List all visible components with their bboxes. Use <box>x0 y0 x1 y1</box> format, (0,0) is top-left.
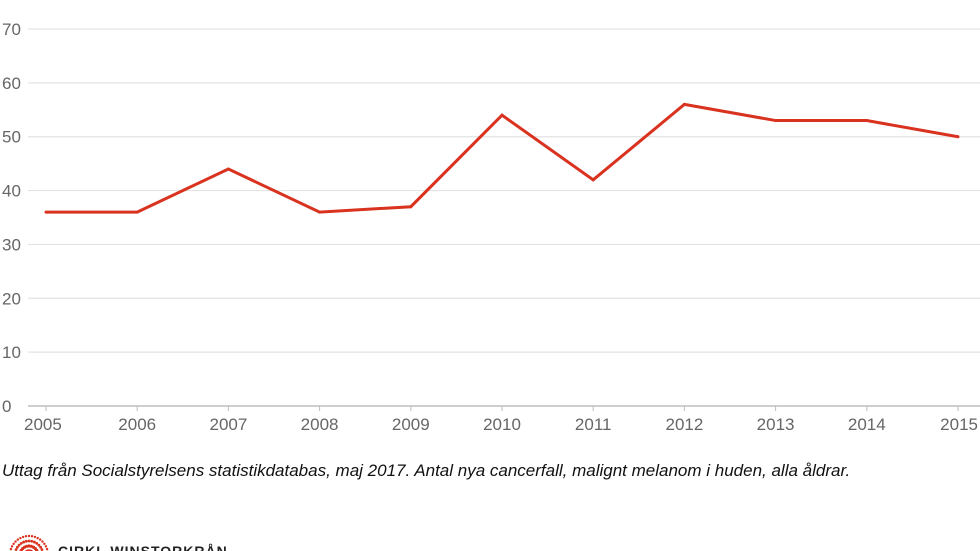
logo-dot <box>37 543 41 547</box>
x-tick-label: 2010 <box>483 415 521 434</box>
y-tick-label: 20 <box>2 289 21 308</box>
logo-dot <box>35 548 39 551</box>
logo-dot <box>39 545 43 549</box>
x-tick-label: 2014 <box>848 415 886 434</box>
logo-dot <box>32 540 36 544</box>
gridlines <box>28 28 980 407</box>
x-tick-label: 2008 <box>301 415 339 434</box>
logo-dot <box>15 545 19 549</box>
data-point <box>865 119 869 123</box>
logo-dot <box>45 547 49 551</box>
data-point <box>318 210 322 214</box>
logo-dot <box>14 548 18 551</box>
logo-dot <box>19 541 23 545</box>
logo-dot <box>27 534 31 538</box>
logo-dot <box>22 540 26 544</box>
logo-dot <box>14 540 17 543</box>
data-point <box>44 210 48 214</box>
x-axis-ticks: 2005 2006 2007 2008 2009 2010 2011 2012 2013 2014… <box>24 406 978 434</box>
logo-text: CIRKL WINSTORKRÅN <box>58 543 228 551</box>
series-line <box>46 102 959 214</box>
data-point <box>500 113 504 117</box>
logo-dot <box>36 536 39 540</box>
logo-dot <box>27 544 31 548</box>
logo-dot <box>27 539 31 543</box>
logo-dot <box>35 541 39 545</box>
y-tick-label: 0 <box>2 397 11 416</box>
logo-dot <box>40 548 44 551</box>
logo-dot <box>33 535 37 539</box>
y-tick-label: 60 <box>2 74 21 93</box>
logo-dot <box>30 539 34 543</box>
logo-dot <box>24 539 28 543</box>
logo-dot <box>41 540 44 543</box>
data-point <box>956 135 960 139</box>
y-tick-label: 30 <box>2 235 21 254</box>
data-point <box>774 119 778 123</box>
x-tick-label: 2007 <box>209 415 247 434</box>
data-point <box>591 178 595 182</box>
y-axis-ticks: 0 10 20 30 40 50 60 70 <box>2 20 21 416</box>
logo-dot <box>16 538 20 541</box>
chart-caption: Uttag från Socialstyrelsens statistikdat… <box>2 461 851 480</box>
logo-dot <box>38 538 42 541</box>
x-tick-label: 2013 <box>757 415 795 434</box>
x-tick-label: 2015 <box>940 415 978 434</box>
logo-dot <box>30 535 34 538</box>
logo-dot <box>9 547 13 551</box>
x-tick-label: 2005 <box>24 415 62 434</box>
x-tick-label: 2011 <box>575 415 612 434</box>
y-tick-label: 40 <box>2 182 21 201</box>
logo-dot <box>17 543 21 547</box>
data-point <box>682 102 686 106</box>
series-group <box>44 102 960 214</box>
y-tick-label: 70 <box>2 20 21 39</box>
logo-dot <box>21 535 25 539</box>
x-tick-label: 2006 <box>118 415 156 434</box>
logo-dot <box>12 542 15 546</box>
logo-dot <box>44 545 48 548</box>
sunburst-logo-icon <box>9 534 49 551</box>
publisher-logo: CIRKL WINSTORKRÅN <box>6 533 228 551</box>
y-tick-label: 50 <box>2 128 21 147</box>
y-tick-label: 10 <box>2 343 21 362</box>
logo-dot <box>10 545 14 548</box>
x-tick-label: 2009 <box>392 415 430 434</box>
data-point <box>409 205 413 209</box>
data-point <box>226 167 230 171</box>
x-tick-label: 2012 <box>665 415 703 434</box>
logo-dot <box>19 536 22 540</box>
logo-dot <box>24 535 28 538</box>
logo-dot <box>25 544 29 548</box>
line-chart: 0 10 20 30 40 50 60 70 2005 2006 2007 2008 2009 2010… <box>2 20 980 434</box>
data-point <box>135 210 139 214</box>
logo-dot <box>43 542 46 546</box>
